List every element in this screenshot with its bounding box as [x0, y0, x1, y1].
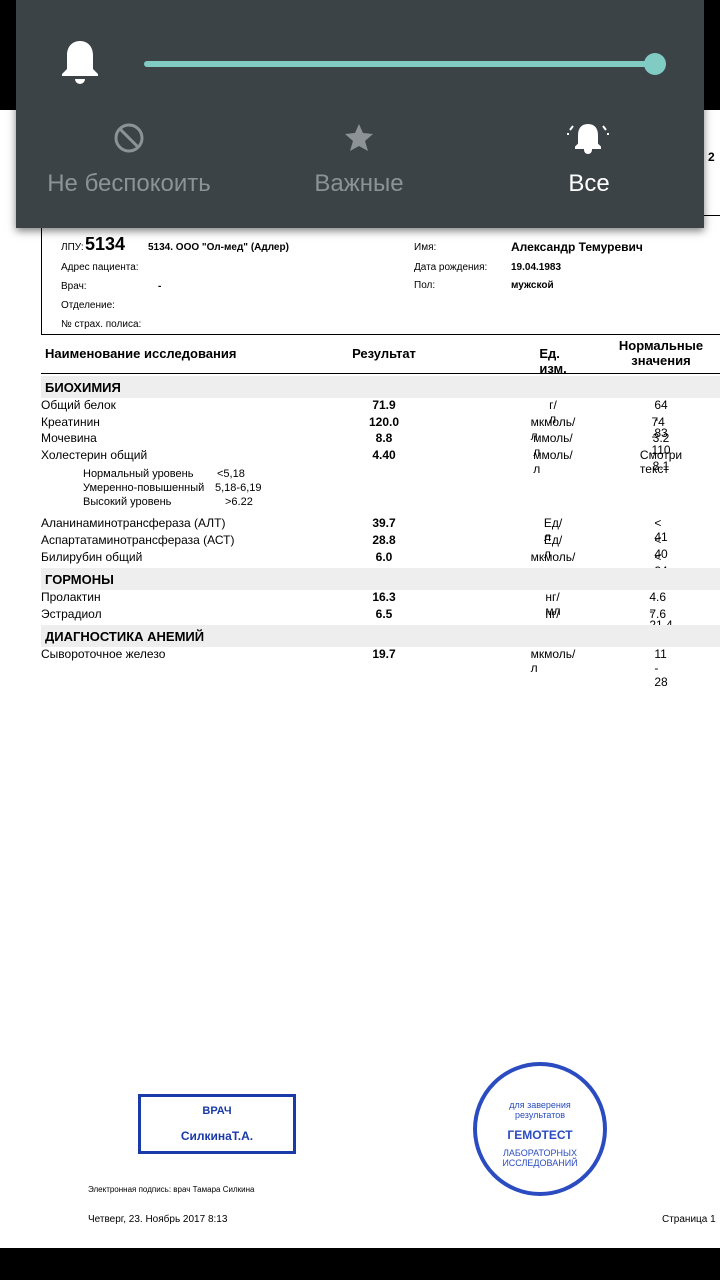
label: Дата рождения: — [414, 262, 488, 273]
mode-option[interactable]: Не беспокоить — [47, 170, 211, 197]
volume-controls — [62, 41, 666, 84]
ring-icon[interactable] — [567, 123, 609, 154]
label: ЛПУ: — [61, 242, 84, 253]
star-icon[interactable] — [345, 124, 373, 151]
stamp-text: СилкинаТ.А. — [180, 1129, 254, 1143]
dnd-icon[interactable] — [114, 123, 144, 153]
cell-name: Сывороточное железо — [41, 647, 166, 662]
table-row: Креатинин 120.0 мкмоль/л 74 - 110 — [41, 414, 671, 457]
note-value: >6.22 — [225, 496, 253, 509]
cell-name: Пролактин — [41, 590, 101, 605]
cell-name: Мочевина — [41, 431, 97, 446]
note-value: 5,18-6,19 — [215, 482, 262, 495]
date: Четверг, 23. Ноябрь 2017 8:13 — [88, 1214, 228, 1225]
mode-icons — [114, 123, 609, 154]
table-row: Общий белок 71.9 г/л 64 - 83 — [41, 398, 668, 440]
label: Врач: — [61, 281, 87, 292]
signature: Электронная подпись: врач Тамара Силкина — [88, 1185, 255, 1194]
cell-name: Креатинин — [41, 414, 100, 429]
page-corner: 2 — [708, 150, 715, 164]
cell-name: Аспартатаминотрансфераза (АСТ) — [41, 532, 235, 547]
value: Александр Темуревич — [511, 240, 643, 254]
page-number: Страница 1 — [662, 1214, 716, 1225]
table-row: Мочевина 8.8 ммоль/л 3.2 - 8.1 — [41, 431, 670, 474]
table-row: Аспартатаминотрансфераза (АСТ) 28.8 Ед/л < … — [41, 532, 668, 561]
stamp-text: для заверения результатов — [509, 1100, 571, 1120]
label: № страх. полиса: — [61, 319, 142, 330]
section-title: БИОХИМИЯ — [45, 380, 121, 395]
table-row: Холестерин общий 4.40 ммоль/л Смотри текст — [41, 447, 683, 476]
stamp-text: ГЕМОТЕСТ — [507, 1128, 573, 1142]
note-line: Умеренно-повышенный 5,18-6,19 — [41, 482, 720, 496]
stamp-text: ВРАЧ — [202, 1105, 232, 1117]
rule — [702, 215, 720, 216]
label: Адрес пациента: — [61, 262, 139, 273]
note-line: Нормальный уровень <5,18 — [41, 468, 720, 482]
volume-panel: Не беспокоить Важные Все — [16, 0, 704, 228]
label: Имя: — [414, 242, 437, 253]
bell-icon[interactable] — [62, 41, 98, 84]
value: - — [158, 281, 162, 292]
lab-stamp: для заверения результатов ГЕМОТЕСТ ЛАБОР… — [473, 1062, 607, 1196]
results-table: Наименование исследования Результат Ед. из… — [41, 334, 720, 690]
note-line: Высокий уровень >6.22 — [41, 496, 720, 510]
rule — [41, 228, 42, 334]
mode-option[interactable]: Все — [568, 170, 610, 197]
lpu-name: 5134. ООО "Ол-мед" (Адлер) — [148, 242, 289, 253]
slider-thumb[interactable] — [644, 53, 666, 75]
note-label: Умеренно-повышенный — [83, 482, 205, 495]
note-label: Нормальный уровень — [83, 468, 194, 481]
value: мужской — [511, 280, 554, 291]
value: 19.04.1983 — [511, 262, 562, 273]
volume-slider[interactable] — [144, 61, 655, 67]
table-row: Сывороточное железо 19.7 мкмоль/л 11 - 28 — [41, 647, 668, 690]
note-value: <5,18 — [217, 468, 245, 481]
section-header: ДИАГНОСТИКА АНЕМИЙ — [41, 625, 720, 648]
nav-bar — [0, 1248, 720, 1280]
mode-option[interactable]: Важные — [314, 170, 404, 197]
cell-name: Общий белок — [41, 398, 116, 412]
document: 2 ЛПУ: 5134 5134. ООО "Ол-мед" (Адлер) А… — [0, 110, 720, 1248]
cell-name: Билирубин общий — [41, 549, 143, 564]
section-header: ГОРМОНЫ — [41, 568, 720, 591]
section-title: ГОРМОНЫ — [45, 572, 114, 588]
header-cell: Наименование исследования — [45, 346, 237, 361]
lpu-code: 5134 — [85, 234, 126, 254]
table-row: Аланинаминотрансфераза (АЛТ) 39.7 Ед/л < 41 — [41, 516, 668, 545]
section-header: БИОХИМИЯ — [41, 376, 720, 398]
header-cell: Нормальные значения — [618, 338, 704, 368]
cell-name: Эстрадиол — [41, 606, 102, 621]
label: Пол: — [414, 280, 436, 291]
cell-name: Холестерин общий — [41, 447, 148, 462]
stamp-text: ЛАБОРАТОРНЫХ ИССЛЕДОВАНИЙ — [502, 1148, 578, 1168]
section-title: ДИАГНОСТИКА АНЕМИЙ — [45, 629, 205, 645]
label: Отделение: — [61, 300, 115, 311]
table-header: Наименование исследования Результат Ед. из… — [41, 334, 720, 376]
cell-name: Аланинаминотрансфераза (АЛТ) — [41, 516, 226, 531]
note-label: Высокий уровень — [83, 496, 172, 509]
doctor-stamp: ВРАЧ СилкинаТ.А. — [138, 1094, 296, 1154]
